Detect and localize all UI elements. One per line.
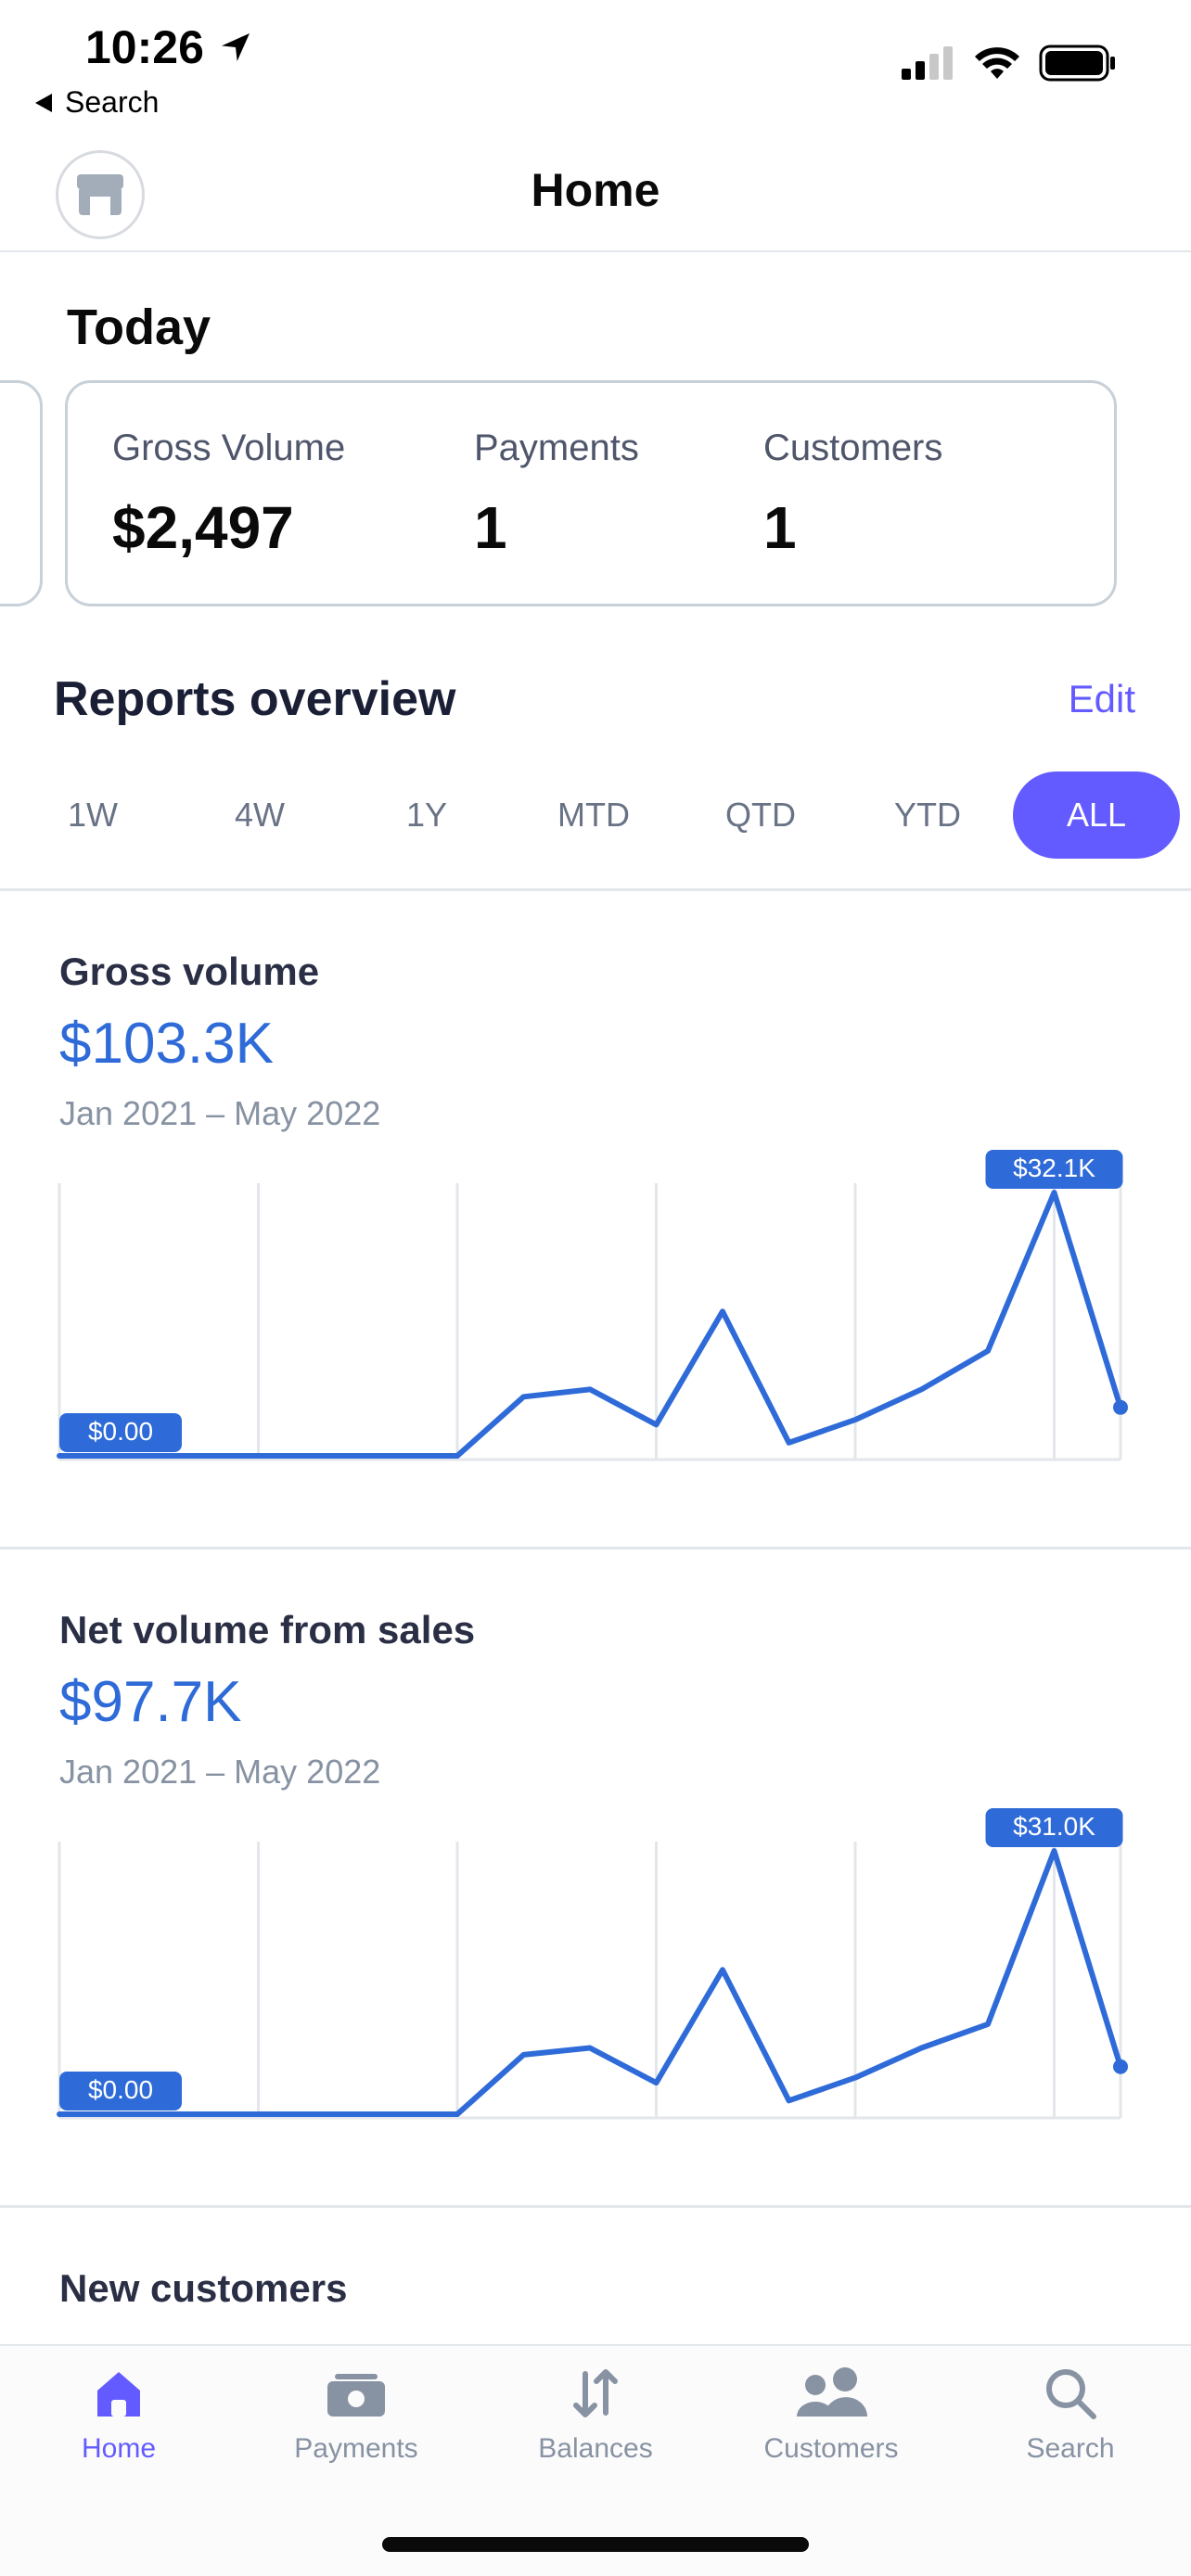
range-4w[interactable]: 4W <box>235 796 285 834</box>
chart-min-label-bg <box>59 2072 182 2111</box>
search-icon <box>1046 2369 1096 2419</box>
tab-customers[interactable]: Customers <box>729 2365 933 2465</box>
account-avatar[interactable] <box>56 150 145 239</box>
status-time-text: 10:26 <box>85 21 204 73</box>
balances-icon <box>573 2369 618 2417</box>
chart-min-label-text: $0.00 <box>88 2075 153 2104</box>
chart-max-label: $31.0K <box>985 1808 1123 1847</box>
stat-value: $2,497 <box>112 494 294 561</box>
stat-gross-volume: Gross Volume $2,497 <box>112 427 345 562</box>
today-summary-card[interactable]: Gross Volume $2,497 Payments 1 Customers… <box>65 380 1117 606</box>
storefront-icon <box>77 174 123 215</box>
stat-label: Payments <box>474 427 639 468</box>
chart-max-label-bg <box>985 1808 1123 1847</box>
gross-volume-chart[interactable]: $0.00 $32.1K <box>0 1141 1191 1493</box>
range-mtd[interactable]: MTD <box>557 796 630 834</box>
tab-payments[interactable]: Payments <box>254 2365 458 2465</box>
tab-label: Search <box>1026 2433 1115 2464</box>
net-volume-value: $97.7K <box>59 1670 242 1734</box>
new-customers-title[interactable]: New customers <box>59 2266 348 2310</box>
range-qtd[interactable]: QTD <box>725 796 796 834</box>
home-indicator <box>382 2537 809 2552</box>
status-bar: 10:26 Search <box>0 0 1191 130</box>
wifi-icon <box>975 47 1019 79</box>
stat-label: Gross Volume <box>112 427 346 468</box>
range-1y[interactable]: 1Y <box>405 796 448 834</box>
stat-value: 1 <box>763 494 797 561</box>
chart-min-label-bg <box>59 1413 182 1452</box>
divider <box>0 888 1191 891</box>
chart-min-label: $0.00 <box>59 1413 182 1452</box>
payments-icon <box>327 2374 385 2417</box>
tab-label: Customers <box>763 2433 899 2464</box>
chart-point <box>1113 1399 1128 1415</box>
location-arrow-icon <box>221 33 250 61</box>
chart-series-line <box>57 1848 1123 2117</box>
range-1w[interactable]: 1W <box>68 796 118 834</box>
stat-customers: Customers 1 <box>763 427 942 562</box>
gross-volume-title[interactable]: Gross volume <box>59 950 320 993</box>
reports-heading: Reports overview <box>54 672 456 726</box>
back-label: Search <box>65 85 160 119</box>
range-all[interactable]: ALL <box>1013 772 1180 859</box>
stat-label: Customers <box>763 427 943 468</box>
customers-icon <box>797 2367 867 2417</box>
status-time: 10:26 <box>85 20 254 74</box>
chart-min-label-text: $0.00 <box>88 1417 153 1446</box>
stat-value: 1 <box>474 494 507 561</box>
back-to-search-link[interactable]: Search <box>33 85 159 120</box>
page-title: Home <box>531 164 660 216</box>
net-volume-chart[interactable]: $0.00 $31.0K <box>0 1799 1191 2151</box>
chart-max-label: $32.1K <box>985 1150 1123 1189</box>
chart-point <box>1113 2059 1128 2074</box>
battery-icon <box>1039 45 1115 82</box>
back-triangle-icon <box>35 93 52 112</box>
stat-payments: Payments 1 <box>474 427 639 562</box>
today-card-previous[interactable] <box>0 380 43 606</box>
chart-series-line <box>57 1190 1123 1459</box>
status-icons <box>902 45 1117 82</box>
today-heading: Today <box>67 300 211 355</box>
nav-bar: Home <box>0 139 1191 252</box>
net-volume-title[interactable]: Net volume from sales <box>59 1608 476 1651</box>
gross-volume-range: Jan 2021 – May 2022 <box>59 1094 381 1132</box>
home-icon <box>97 2372 140 2417</box>
chart-min-label: $0.00 <box>59 2072 182 2111</box>
tab-label: Payments <box>294 2433 418 2464</box>
divider <box>0 1547 1191 1549</box>
edit-reports-button[interactable]: Edit <box>1068 677 1135 721</box>
tab-label: Home <box>81 2433 157 2464</box>
range-selector: 1W 4W 1Y MTD QTD YTD ALL <box>0 772 1191 859</box>
tab-search[interactable]: Search <box>968 2365 1172 2465</box>
chart-max-label-bg <box>985 1150 1123 1189</box>
tab-balances[interactable]: Balances <box>493 2365 698 2465</box>
chart-max-label-text: $32.1K <box>1013 1154 1095 1182</box>
tab-home[interactable]: Home <box>17 2365 221 2465</box>
chart-max-label-text: $31.0K <box>1013 1812 1095 1841</box>
divider <box>0 2205 1191 2208</box>
gross-volume-value: $103.3K <box>59 1012 274 1076</box>
net-volume-range: Jan 2021 – May 2022 <box>59 1753 381 1791</box>
signal-icon <box>902 46 953 80</box>
tab-label: Balances <box>538 2433 653 2464</box>
range-ytd[interactable]: YTD <box>894 796 961 834</box>
